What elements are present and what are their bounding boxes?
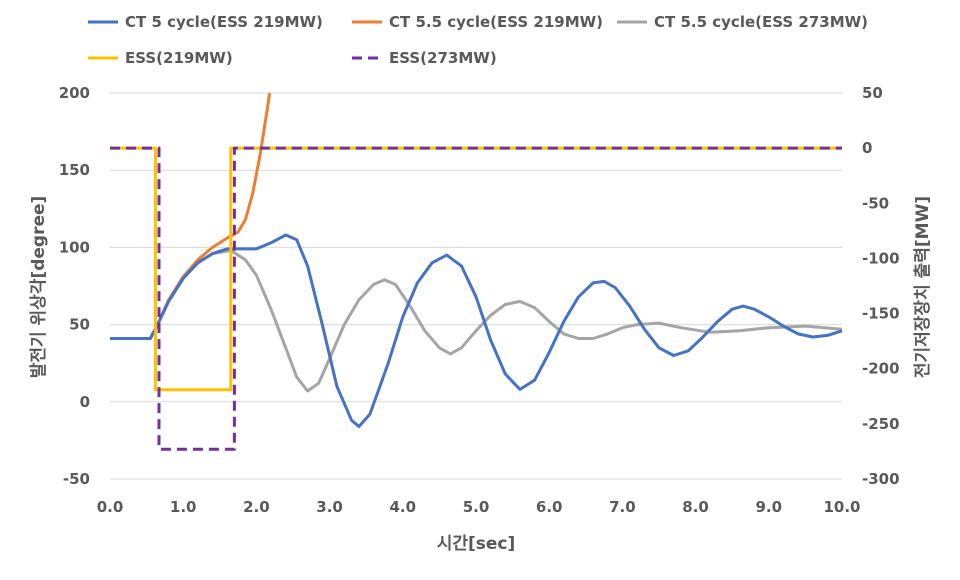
- legend-label: ESS(219MW): [125, 49, 233, 67]
- y-left-tick-label: -50: [63, 470, 90, 488]
- x-tick-label: 2.0: [243, 498, 270, 516]
- x-tick-label: 7.0: [609, 498, 636, 516]
- x-tick-label: 1.0: [170, 498, 197, 516]
- legend-label: CT 5.5 cycle(ESS 273MW): [654, 13, 868, 31]
- x-tick-label: 8.0: [682, 498, 709, 516]
- x-tick-label: 0.0: [97, 498, 124, 516]
- y-right-tick-label: -250: [862, 415, 900, 433]
- tick-labels: 0.0 1.0 2.0 3.0 4.0 5.0 6.0 7.0 8.0 9.0 10.0 200 150…: [59, 84, 900, 516]
- y-left-tick-label: 200: [59, 84, 90, 102]
- y-right-axis-title: 전기저장장치 출력[MW]: [913, 196, 933, 378]
- x-tick-label: 10.0: [823, 498, 860, 516]
- y-right-tick-label: -50: [862, 194, 889, 212]
- series-line-2: [110, 249, 843, 393]
- x-tick-label: 4.0: [390, 498, 417, 516]
- y-right-tick-label: -100: [862, 249, 900, 267]
- x-axis-title: 시간[sec]: [437, 534, 516, 554]
- legend: CT 5 cycle(ESS 219MW) CT 5.5 cycle(ESS 21…: [88, 13, 868, 67]
- y-right-tick-label: -200: [862, 360, 900, 378]
- y-right-tick-label: 0: [862, 139, 872, 157]
- y-left-tick-label: 50: [69, 316, 90, 334]
- y-left-tick-label: 0: [80, 393, 90, 411]
- x-tick-label: 6.0: [536, 498, 563, 516]
- x-tick-label: 3.0: [316, 498, 343, 516]
- series-line-4: [110, 146, 842, 451]
- legend-label: CT 5 cycle(ESS 219MW): [125, 13, 323, 31]
- series-lines: [110, 92, 843, 451]
- x-tick-label: 9.0: [756, 498, 783, 516]
- y-right-tick-label: -300: [862, 470, 900, 488]
- series-line-1: [110, 92, 272, 340]
- y-right-tick-label: -150: [862, 305, 900, 323]
- gridlines: [110, 92, 842, 480]
- y-left-axis-title: 발전기 위상각[degree]: [29, 196, 49, 379]
- x-tick-label: 5.0: [463, 498, 490, 516]
- legend-label: ESS(273MW): [389, 49, 497, 67]
- y-left-tick-label: 100: [59, 238, 90, 256]
- legend-label: CT 5.5 cycle(ESS 219MW): [389, 13, 603, 31]
- series-line-0: [110, 233, 843, 428]
- series-line-3: [110, 146, 842, 392]
- y-left-tick-label: 150: [59, 161, 90, 179]
- y-right-tick-label: 50: [862, 84, 883, 102]
